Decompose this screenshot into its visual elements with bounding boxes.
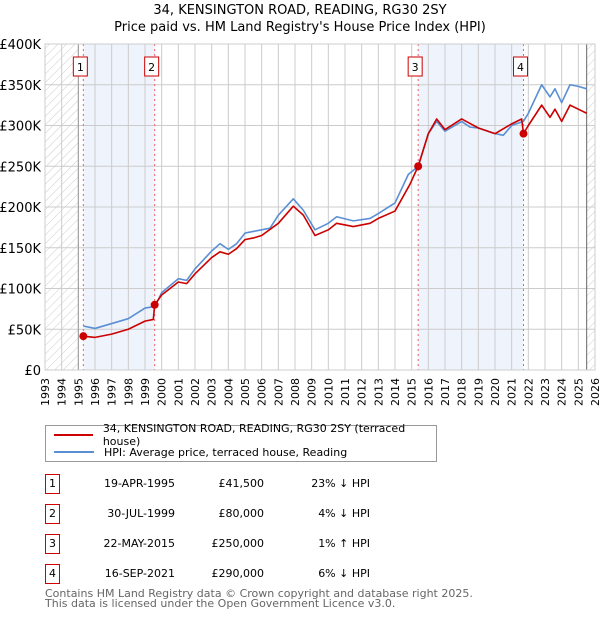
price-chart: 1993 1994 1995 1996 1997 1998 1999 2000 2001 2002… [0,38,600,406]
sale-date: 30-JUL-1999 [107,507,175,520]
y-tick-label: £250K [0,160,41,175]
y-tick-label: £200K [0,201,41,216]
sale-hpi-diff: 6% ↓ HPI [318,567,370,580]
sale-price: £290,000 [211,567,265,580]
x-tick-label: 2016 [422,378,435,406]
sale-label: 2 [148,61,155,74]
footer-licence: This data is licensed under the Open Gov… [45,597,396,610]
x-tick-label: 2014 [389,378,402,406]
legend-swatch-hpi [54,451,94,453]
sale-point [414,162,423,171]
legend-swatch-property [54,434,93,436]
x-tick-label: 2015 [406,378,419,406]
sale-date: 16-SEP-2021 [104,567,175,580]
chart-subtitle: Price paid vs. HM Land Registry's House … [114,20,486,35]
x-tick-label: 2002 [189,378,202,406]
sale-price: £250,000 [211,537,265,550]
x-tick-label: 2018 [456,378,469,406]
sale-label: 4 [517,61,524,74]
x-tick-label: 1995 [72,378,85,406]
sale-marker-badge: 2 [45,504,60,524]
x-tick-label: 1996 [89,378,102,406]
x-tick-label: 1998 [122,378,135,406]
x-tick-label: 2009 [306,378,319,406]
x-tick-label: 2026 [589,378,600,406]
transaction-row: 2 30-JUL-1999 £80,000 4% ↓ HPI [45,504,445,524]
sale-price: £80,000 [218,507,265,520]
sale-point [79,332,88,341]
sale-point [519,129,528,138]
sale-hpi-diff: 4% ↓ HPI [318,507,370,520]
y-tick-label: £400K [0,38,41,53]
legend-item-hpi: HPI: Average price, terraced house, Read… [54,444,347,460]
y-tick-label: £300K [0,120,41,135]
sale-hpi-diff: 23% ↓ HPI [311,477,370,490]
x-tick-label: 2020 [489,378,502,406]
hpi-line [83,83,587,330]
x-tick-label: 2021 [506,378,519,406]
sale-label-box [513,56,528,77]
x-tick-label: 2025 [572,378,585,406]
sale-date: 22-MAY-2015 [103,537,175,550]
sale-date: 19-APR-1995 [103,477,175,490]
x-tick-label: 2001 [172,378,185,406]
transaction-row: 4 16-SEP-2021 £290,000 6% ↓ HPI [45,564,445,584]
legend-label-property: 34, KENSINGTON ROAD, READING, RG30 2SY (… [102,422,406,448]
sale-label-box [407,56,423,77]
x-tick-label: 2022 [522,378,535,406]
legend: 34, KENSINGTON ROAD, READING, RG30 2SY (… [45,422,437,462]
y-tick-label: £50K [8,323,42,338]
x-tick-label: 1999 [139,378,152,406]
x-tick-label: 2011 [339,378,352,406]
legend-label-hpi: HPI: Average price, terraced house, Read… [104,445,348,459]
x-tick-label: 2006 [256,378,269,406]
sale-marker-badge: 3 [45,534,60,554]
x-tick-label: 1993 [39,378,52,406]
x-tick-label: 2007 [272,378,285,406]
sale-label-box [72,56,88,77]
sale-label-box [144,56,160,77]
footer-copyright: Contains HM Land Registry data © Crown c… [45,587,473,600]
x-tick-label: 2003 [206,378,219,406]
x-tick-label: 2019 [472,378,485,406]
sale-price: £41,500 [218,477,265,490]
transaction-row: 3 22-MAY-2015 £250,000 1% ↑ HPI [45,534,445,554]
y-tick-label: £0 [24,364,41,379]
x-tick-label: 2023 [539,378,552,406]
y-tick-label: £350K [0,79,41,94]
legend-item-property: 34, KENSINGTON ROAD, READING, RG30 2SY (… [54,422,436,448]
plot-border [44,43,596,371]
footer: Contains HM Land Registry data © Crown c… [45,587,473,610]
sale-label: 3 [412,61,419,74]
sale-point [150,300,159,309]
x-tick-label: 2012 [356,378,369,406]
x-tick-label: 2013 [372,378,385,406]
sale-hpi-diff: 1% ↑ HPI [318,537,370,550]
x-tick-label: 2008 [289,378,302,406]
y-tick-label: £100K [0,283,41,298]
transaction-row: 1 19-APR-1995 £41,500 23% ↓ HPI [45,474,445,494]
sale-marker-badge: 1 [45,474,60,494]
y-tick-label: £150K [0,242,41,257]
chart-title: 34, KENSINGTON ROAD, READING, RG30 2SY [153,3,447,18]
x-tick-label: 2004 [222,378,235,406]
x-tick-label: 2010 [322,378,335,406]
sale-label: 1 [77,61,84,74]
x-tick-label: 1997 [106,378,119,406]
x-tick-label: 2000 [156,378,169,406]
x-tick-label: 2024 [556,378,569,406]
sale-marker-badge: 4 [45,564,60,584]
x-tick-label: 2017 [439,378,452,406]
x-tick-label: 2005 [239,378,252,406]
x-tick-label: 1994 [56,378,69,406]
